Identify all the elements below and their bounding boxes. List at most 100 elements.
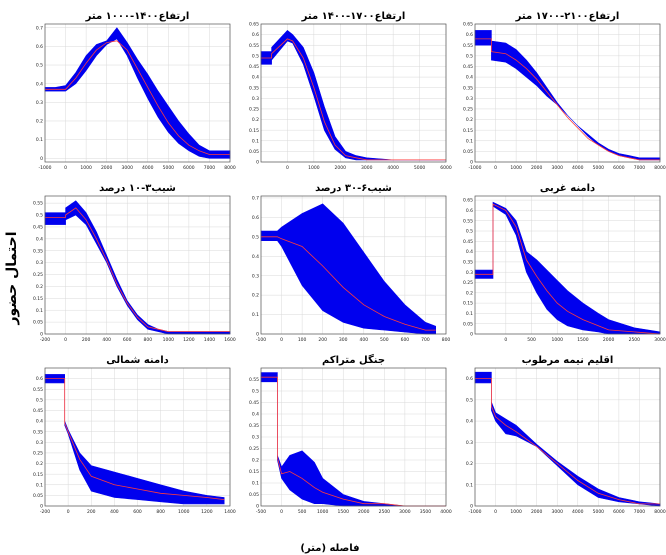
y-tick-label: 0.6 [36, 44, 43, 50]
y-tick-label: 0.45 [33, 408, 43, 414]
y-tick-label: 0.25 [463, 280, 473, 286]
x-tick-label: -1000 [468, 509, 481, 515]
x-tick-label: 800 [156, 509, 165, 515]
y-tick-label: 0.05 [249, 492, 259, 498]
y-tick-label: 0.5 [252, 53, 259, 59]
panel-4: 0 0.05 0.1 0.15 0.2 0.25 0.3 0.35 0.4 0.45 0.5 0.55… [33, 183, 236, 343]
x-tick-label: 0 [64, 337, 67, 343]
y-tick-label: 0.35 [463, 85, 473, 91]
y-tick-label: 0.6 [36, 376, 43, 382]
x-tick-label: 0 [64, 165, 67, 171]
y-tick-label: 0.7 [252, 196, 259, 202]
x-tick-label: 1500 [337, 509, 349, 515]
x-tick-label: 3000 [121, 165, 133, 171]
panel-title: دامنه غربی [540, 183, 595, 194]
y-tick-label: 0.5 [36, 397, 43, 403]
y-tick-label: 0.7 [36, 25, 43, 31]
x-tick-label: 600 [401, 337, 410, 343]
y-tick-label: 0.35 [249, 85, 259, 91]
x-tick-label: 500 [527, 337, 536, 343]
mean-line [261, 236, 436, 331]
y-tick-label: 0.15 [33, 472, 43, 478]
y-tick-label: 0.05 [249, 149, 259, 155]
y-tick-label: 0.3 [466, 440, 473, 446]
plot-frame [474, 23, 661, 163]
x-tick-label: 4000 [572, 165, 584, 171]
x-tick-label: 800 [442, 337, 451, 343]
y-tick-label: 0.05 [463, 321, 473, 327]
x-tick-label: 8000 [654, 165, 666, 171]
x-tick-label: 4000 [387, 165, 399, 171]
panel-1: 0 0.1 0.2 0.3 0.4 0.5 0.6 0.7 -1000 0 1000 2000 3000… [36, 11, 236, 171]
y-tick-label: 0 [470, 160, 473, 166]
x-tick-label: 1200 [201, 509, 213, 515]
panels-grid: 00.10.20.30.40.50.60.7-1000 0 1000 2000 3000… [33, 11, 666, 515]
y-tick-label: 0.5 [252, 234, 259, 240]
y-tick-label: 0.15 [33, 296, 43, 302]
y-tick-label: 0.05 [463, 149, 473, 155]
y-tick-label: 0.4 [36, 81, 43, 87]
x-tick-label: 0 [67, 509, 70, 515]
x-tick-label: 1000 [510, 165, 522, 171]
y-tick-label: 0.3 [252, 435, 259, 441]
mean-line [475, 38, 660, 161]
plot-area [45, 196, 230, 334]
plot-area [475, 368, 660, 506]
x-tick-label: 2500 [629, 337, 641, 343]
y-tick-label: 0.1 [36, 482, 43, 488]
y-tick-label: 0.35 [463, 260, 473, 266]
plot-frame [260, 367, 447, 507]
x-tick-label: 1200 [183, 337, 195, 343]
panel-5: 00.10.20.30.40.50.60.7-100 0 100 200 300 400 5… [252, 183, 451, 343]
y-tick-label: 0.3 [466, 270, 473, 276]
plot-frame [44, 195, 231, 335]
y-tick-label: 0.45 [33, 225, 43, 231]
x-tick-label: 1000 [317, 509, 329, 515]
y-tick-label: 0.15 [463, 128, 473, 134]
y-tick-label: 0.4 [466, 419, 473, 425]
x-tick-label: 2500 [379, 509, 391, 515]
x-tick-label: 6000 [613, 509, 625, 515]
y-tick-label: 0.25 [33, 272, 43, 278]
panel-2: 0 0.05 0.1 0.15 0.2 0.25 0.3 0.35 0.4 0.45 0.5 0.55… [249, 11, 452, 171]
y-tick-label: 0.4 [252, 75, 259, 81]
x-tick-label: 3500 [420, 509, 432, 515]
x-tick-label: -200 [40, 337, 50, 343]
panel-title: ارتفاع۱۴۰۰-۱۰۰۰ متر [85, 11, 190, 22]
x-tick-label: 1000 [551, 337, 563, 343]
y-tick-label: 0.2 [466, 290, 473, 296]
x-tick-label: 5000 [593, 509, 605, 515]
y-tick-label: 0.5 [466, 53, 473, 59]
y-tick-label: 0.65 [463, 22, 473, 28]
x-tick-label: 3000 [399, 509, 411, 515]
y-tick-label: 0 [470, 332, 473, 338]
y-tick-label: 0.3 [466, 96, 473, 102]
y-tick-label: 0.25 [249, 107, 259, 113]
plot-frame [260, 23, 447, 163]
mean-line [475, 203, 661, 335]
x-tick-label: 2000 [335, 165, 347, 171]
x-tick-label: 0 [494, 165, 497, 171]
y-tick-label: 0.55 [249, 43, 259, 49]
y-tick-label: 0 [256, 160, 259, 166]
y-tick-label: 0.5 [252, 389, 259, 395]
y-tick-label: 0.35 [33, 248, 43, 254]
y-tick-label: 0.15 [463, 301, 473, 307]
y-tick-label: 0.4 [252, 254, 259, 260]
x-tick-label: 1000 [163, 337, 175, 343]
y-tick-label: 0.6 [252, 32, 259, 38]
x-tick-label: 0 [494, 509, 497, 515]
panel-7: 0 0.05 0.1 0.15 0.2 0.25 0.3 0.35 0.4 0.45 0.5 0.55… [33, 355, 236, 515]
confidence-band [44, 374, 225, 505]
panel-title: شیب۳-۱۰ درصد [99, 183, 176, 194]
x-tick-label: 200 [82, 337, 91, 343]
plot-frame [44, 367, 231, 507]
x-tick-label: -1000 [468, 165, 481, 171]
y-tick-label: 0.15 [249, 469, 259, 475]
mean-line [45, 378, 225, 500]
x-tick-label: 8000 [654, 509, 666, 515]
y-tick-label: 0.55 [33, 387, 43, 393]
y-tick-label: 0.5 [466, 397, 473, 403]
y-tick-label: 0.1 [36, 137, 43, 143]
x-tick-label: 1500 [577, 337, 589, 343]
